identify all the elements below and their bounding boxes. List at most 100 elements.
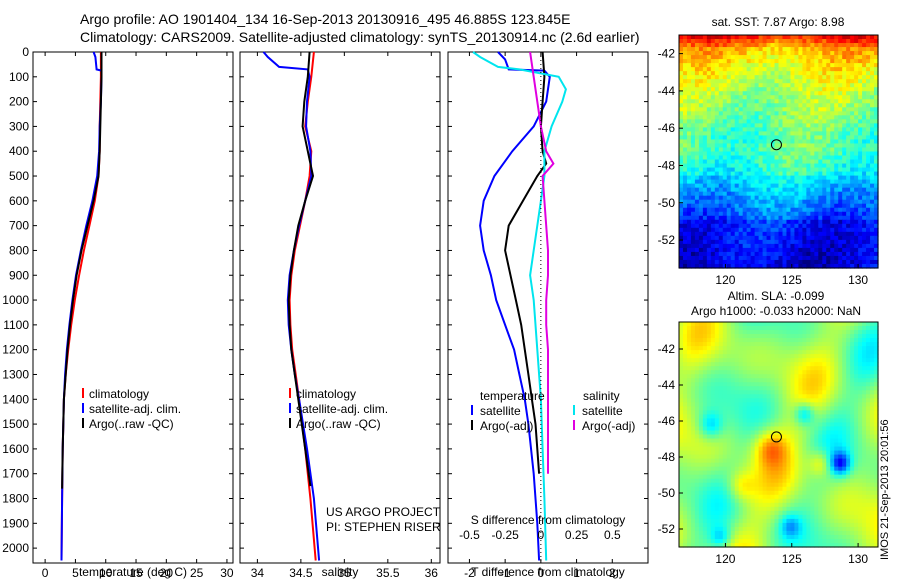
sst_map-cell	[754, 107, 760, 112]
sla_map-cell	[846, 330, 851, 335]
sst_map-cell	[814, 83, 819, 88]
sst_map-cell	[682, 139, 688, 145]
sst_map-cell	[834, 111, 839, 116]
sst_map-cell	[810, 79, 815, 84]
sla_map-cell	[750, 370, 756, 375]
sst_map-cell	[786, 191, 792, 197]
sla_map-cell	[854, 402, 859, 407]
sst_map-cell	[679, 131, 684, 137]
sst_map-cell	[794, 135, 799, 141]
sst_map-cell	[822, 227, 827, 233]
sst_map-cell	[786, 187, 792, 193]
sla_map-cell	[698, 422, 704, 428]
sla_map-cell	[866, 406, 871, 411]
sst_map-cell	[722, 195, 728, 201]
sla_map-cell	[758, 354, 764, 359]
sla_map-cell	[846, 458, 851, 464]
sla_map-cell	[806, 438, 811, 444]
sla_map-cell	[762, 378, 768, 383]
sla_map-cell	[798, 334, 803, 339]
sla_map-cell	[706, 330, 712, 335]
sst_map-cell	[706, 59, 712, 64]
sst_map-cell	[694, 127, 700, 133]
sst_map-cell	[826, 187, 831, 193]
sla_map-cell	[822, 410, 827, 416]
sst_map-cell	[826, 243, 831, 249]
sla_map-cell	[814, 422, 819, 428]
sst_map-cell	[774, 103, 780, 108]
sla_map-cell	[754, 362, 760, 367]
sst_map-cell	[842, 103, 847, 108]
sst_map-cell	[754, 151, 760, 157]
sst_map-cell	[786, 67, 792, 72]
sst_map-cell	[682, 103, 688, 108]
sla_map-cell	[778, 398, 784, 403]
sla_map-cell	[818, 334, 823, 339]
sst_map-cell	[726, 63, 732, 68]
sla_map-cell	[850, 334, 855, 339]
sst_map-cell	[862, 187, 867, 193]
sla_map-cell	[822, 462, 827, 468]
sla_map-cell	[750, 390, 756, 395]
sst_map-cell	[858, 123, 863, 128]
sla_map-cell	[790, 326, 796, 331]
sst_map-cell	[818, 199, 823, 205]
sst_map-cell	[862, 143, 867, 149]
difference-xtick-label: -2	[464, 566, 475, 580]
sla_map-cell	[810, 358, 815, 363]
sla_map-cell	[846, 366, 851, 371]
sst_map-cell	[690, 75, 696, 80]
sst_map-cell	[686, 231, 692, 237]
sst_map-cell	[822, 71, 827, 76]
sst_map-cell	[858, 111, 863, 116]
sla_map-cell	[858, 398, 863, 403]
sst_map-cell	[794, 59, 799, 64]
sst_map-cell	[750, 71, 756, 76]
sst_map-cell	[698, 51, 704, 56]
sst_map-cell	[742, 63, 748, 68]
sla_map-cell	[782, 386, 788, 391]
sst_map-cell	[679, 227, 684, 233]
sst_map-cell	[738, 155, 744, 161]
sla_map-cell	[814, 438, 819, 444]
sst_map-cell	[686, 259, 692, 265]
sla_map-cell	[690, 378, 696, 383]
sla_map-cell	[826, 438, 831, 444]
sla_map-cell	[874, 402, 879, 407]
sst_map-cell	[814, 135, 819, 141]
sst_map-cell	[682, 203, 688, 209]
sst_map-cell	[854, 75, 859, 80]
sla_map-cell	[850, 394, 855, 399]
sst_map-cell	[806, 79, 811, 84]
sst_map-cell	[818, 191, 823, 197]
depth-tick-label: 2000	[2, 541, 29, 555]
sst_map-cell	[734, 255, 740, 261]
sst_map-cell	[750, 143, 756, 149]
sst_map-cell	[702, 211, 708, 217]
sla_map-cell	[766, 466, 772, 472]
sst_map-cell	[746, 131, 752, 137]
sst_map-cell	[842, 87, 847, 92]
sst_map-cell	[846, 99, 851, 104]
sst_map-cell	[750, 35, 756, 40]
sst_map-cell	[866, 167, 871, 173]
sla_map-cell	[794, 438, 799, 444]
sla_map-cell	[766, 354, 772, 359]
sst_map-cell	[778, 115, 784, 120]
sla_map-cell	[826, 378, 831, 383]
sla_map-cell	[694, 402, 700, 407]
sst_map-cell	[746, 79, 752, 84]
sst_map-cell	[822, 163, 827, 169]
sla_map-cell	[694, 390, 700, 395]
sst_map-cell	[754, 99, 760, 104]
sla_map-cell	[706, 418, 712, 424]
sst_map-cell	[866, 179, 871, 185]
sla_map-cell	[794, 450, 799, 456]
sst_map-cell	[866, 99, 871, 104]
sla_map-cell	[874, 362, 879, 367]
sla_map-cell	[854, 426, 859, 432]
sla_map-cell	[814, 430, 819, 436]
sst_map-cell	[798, 95, 803, 100]
sla_map-cell	[846, 398, 851, 403]
sla_map-cell	[770, 410, 776, 416]
